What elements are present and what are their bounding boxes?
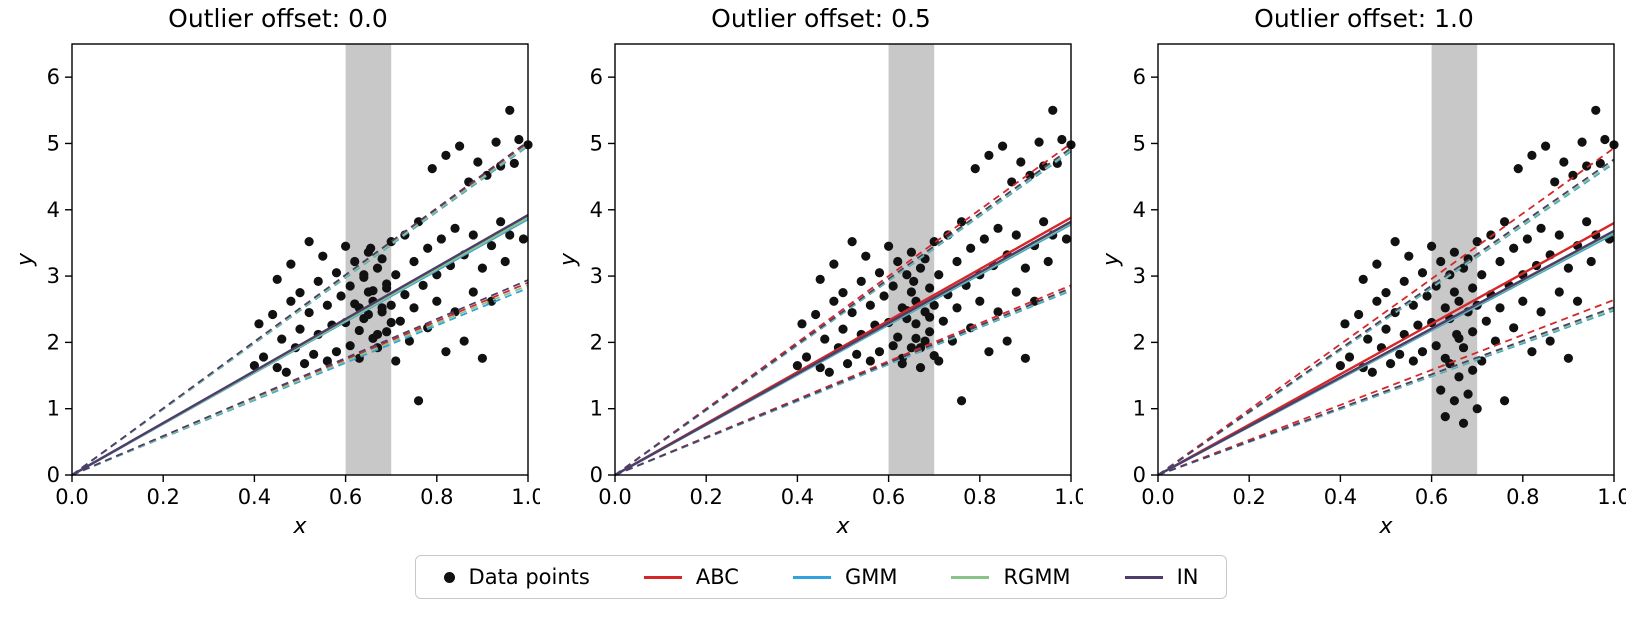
svg-text:0.6: 0.6 bbox=[872, 485, 905, 509]
rgmm-line-swatch-icon bbox=[951, 575, 990, 579]
panel-title: Outlier offset: 0.5 bbox=[711, 4, 931, 33]
svg-text:0: 0 bbox=[590, 463, 603, 487]
legend-item-rgmm: RGMM bbox=[951, 565, 1071, 589]
svg-text:1: 1 bbox=[590, 397, 603, 421]
svg-text:0.8: 0.8 bbox=[963, 485, 996, 509]
svg-text:5: 5 bbox=[47, 131, 60, 155]
svg-text:1.0: 1.0 bbox=[1597, 485, 1626, 509]
legend-label: GMM bbox=[844, 565, 898, 589]
svg-text:6: 6 bbox=[1133, 65, 1146, 89]
panel-offset-1: Outlier offset: 1.0 0.0 0.2 0.4 0.6 0.8 1.0 0 1… bbox=[1094, 0, 1634, 541]
panel-title: Outlier offset: 0.0 bbox=[168, 4, 388, 33]
panel-title: Outlier offset: 1.0 bbox=[1254, 4, 1474, 33]
svg-text:0.2: 0.2 bbox=[689, 485, 722, 509]
in-line-swatch-icon bbox=[1124, 575, 1163, 579]
svg-text:0.0: 0.0 bbox=[1141, 485, 1174, 509]
svg-text:x: x bbox=[835, 514, 850, 539]
legend-item-gmm: GMM bbox=[792, 565, 898, 589]
svg-text:3: 3 bbox=[47, 264, 60, 288]
svg-text:2: 2 bbox=[47, 330, 60, 354]
svg-text:5: 5 bbox=[590, 131, 603, 155]
svg-text:y: y bbox=[16, 252, 38, 267]
svg-text:4: 4 bbox=[590, 198, 603, 222]
svg-text:2: 2 bbox=[590, 330, 603, 354]
data-point-marker-icon bbox=[443, 571, 455, 583]
svg-text:0.2: 0.2 bbox=[146, 485, 179, 509]
panel-offset-05: Outlier offset: 0.5 0.0 0.2 0.4 0.6 0.8 1.0 0 1… bbox=[551, 0, 1091, 541]
svg-text:3: 3 bbox=[1133, 264, 1146, 288]
svg-text:0.8: 0.8 bbox=[420, 485, 453, 509]
legend-item-abc: ABC bbox=[643, 565, 739, 589]
svg-text:5: 5 bbox=[1133, 131, 1146, 155]
svg-text:0: 0 bbox=[47, 463, 60, 487]
figure: Outlier offset: 0.0 0.0 0.2 0.4 0.6 0.8 1.0 0 1… bbox=[8, 0, 1634, 541]
svg-text:0.2: 0.2 bbox=[1232, 485, 1265, 509]
legend: Data points ABC GMM RGMM IN bbox=[414, 555, 1228, 599]
svg-text:0.6: 0.6 bbox=[329, 485, 362, 509]
legend-label: IN bbox=[1176, 565, 1199, 589]
gmm-line-swatch-icon bbox=[792, 575, 831, 579]
svg-text:1: 1 bbox=[1133, 397, 1146, 421]
svg-text:6: 6 bbox=[47, 65, 60, 89]
svg-text:0.4: 0.4 bbox=[238, 485, 271, 509]
legend-label: Data points bbox=[468, 565, 590, 589]
svg-text:4: 4 bbox=[1133, 198, 1146, 222]
svg-text:0.8: 0.8 bbox=[1506, 485, 1539, 509]
svg-text:4: 4 bbox=[47, 198, 60, 222]
svg-text:2: 2 bbox=[1133, 330, 1146, 354]
svg-text:0.4: 0.4 bbox=[781, 485, 814, 509]
svg-text:3: 3 bbox=[590, 264, 603, 288]
svg-text:y: y bbox=[559, 252, 581, 267]
svg-text:0.0: 0.0 bbox=[598, 485, 631, 509]
svg-text:0.4: 0.4 bbox=[1324, 485, 1357, 509]
svg-text:0.0: 0.0 bbox=[55, 485, 88, 509]
legend-label: ABC bbox=[695, 565, 739, 589]
svg-text:x: x bbox=[1378, 514, 1393, 539]
scatter-plot-offset-0: 0.0 0.2 0.4 0.6 0.8 1.0 0 1 2 3 4 5 6 x y bbox=[16, 43, 540, 539]
svg-text:0.6: 0.6 bbox=[1415, 485, 1448, 509]
svg-text:x: x bbox=[292, 514, 307, 539]
svg-text:6: 6 bbox=[590, 65, 603, 89]
svg-text:1: 1 bbox=[47, 397, 60, 421]
scatter-plot-offset-05: 0.0 0.2 0.4 0.6 0.8 1.0 0 1 2 3 4 5 6 x y bbox=[559, 43, 1083, 539]
svg-text:1.0: 1.0 bbox=[511, 485, 540, 509]
abc-line-swatch-icon bbox=[643, 575, 682, 579]
panel-offset-0: Outlier offset: 0.0 0.0 0.2 0.4 0.6 0.8 1.0 0 1… bbox=[8, 0, 548, 541]
scatter-plot-offset-1: 0.0 0.2 0.4 0.6 0.8 1.0 0 1 2 3 4 5 6 x y bbox=[1102, 43, 1626, 539]
legend-item-data-points: Data points bbox=[443, 565, 590, 589]
legend-item-in: IN bbox=[1124, 565, 1199, 589]
svg-text:0: 0 bbox=[1133, 463, 1146, 487]
svg-text:1.0: 1.0 bbox=[1054, 485, 1083, 509]
svg-text:y: y bbox=[1102, 252, 1124, 267]
legend-label: RGMM bbox=[1003, 565, 1071, 589]
